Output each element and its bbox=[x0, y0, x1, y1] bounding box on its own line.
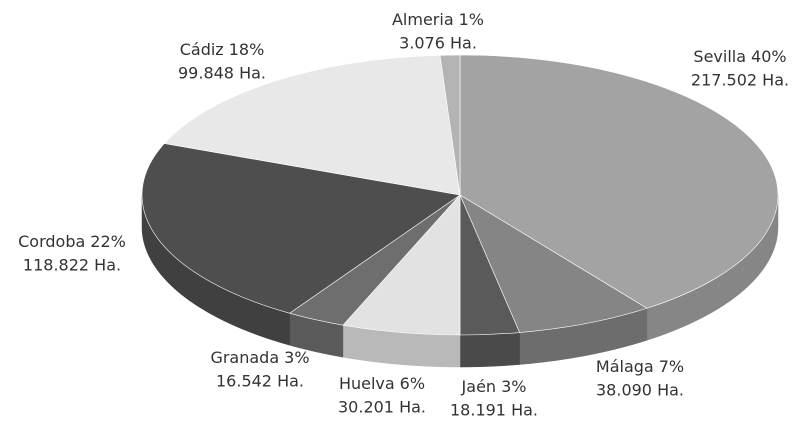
slice-label: Huelva 6% bbox=[339, 374, 425, 393]
value-label: 6% bbox=[400, 374, 425, 393]
slice bbox=[342, 194, 461, 336]
area-label: 30.201 Ha. bbox=[338, 398, 426, 417]
slice-label: Cádiz 18% bbox=[180, 40, 265, 59]
value-label: 22% bbox=[90, 232, 126, 251]
category-label: Sevilla bbox=[693, 47, 746, 66]
category-label: Almeria bbox=[392, 10, 454, 29]
area-label: 118.822 Ha. bbox=[23, 256, 121, 275]
category-label: Granada bbox=[210, 348, 279, 367]
slice bbox=[163, 54, 461, 196]
slice bbox=[439, 54, 461, 196]
slice-label: Málaga 7% bbox=[596, 357, 684, 376]
slice bbox=[459, 194, 648, 333]
area-label: 217.502 Ha. bbox=[691, 71, 789, 90]
slice-label: Granada 3% bbox=[210, 348, 309, 367]
area-label: 18.191 Ha. bbox=[450, 401, 538, 420]
slice bbox=[141, 143, 461, 314]
slice-label: Jaén 3% bbox=[461, 377, 527, 396]
value-label: 40% bbox=[751, 47, 787, 66]
slice-label: Sevilla 40% bbox=[693, 47, 786, 66]
category-label: Málaga bbox=[596, 357, 654, 376]
slice-label: Almeria 1% bbox=[392, 10, 484, 29]
category-label: Cádiz bbox=[180, 40, 224, 59]
category-label: Jaén bbox=[461, 377, 497, 396]
value-label: 1% bbox=[459, 10, 484, 29]
category-label: Cordoba bbox=[18, 232, 85, 251]
value-label: 3% bbox=[501, 377, 526, 396]
value-label: 18% bbox=[229, 40, 265, 59]
area-label: 16.542 Ha. bbox=[216, 372, 304, 391]
area-label: 38.090 Ha. bbox=[596, 381, 684, 400]
area-label: 99.848 Ha. bbox=[178, 64, 266, 83]
slice-label: Cordoba 22% bbox=[18, 232, 126, 251]
slice bbox=[459, 54, 779, 309]
category-label: Huelva bbox=[339, 374, 395, 393]
value-label: 7% bbox=[659, 357, 684, 376]
area-label: 3.076 Ha. bbox=[399, 34, 477, 53]
value-label: 3% bbox=[284, 348, 309, 367]
slice-side bbox=[459, 332, 520, 368]
